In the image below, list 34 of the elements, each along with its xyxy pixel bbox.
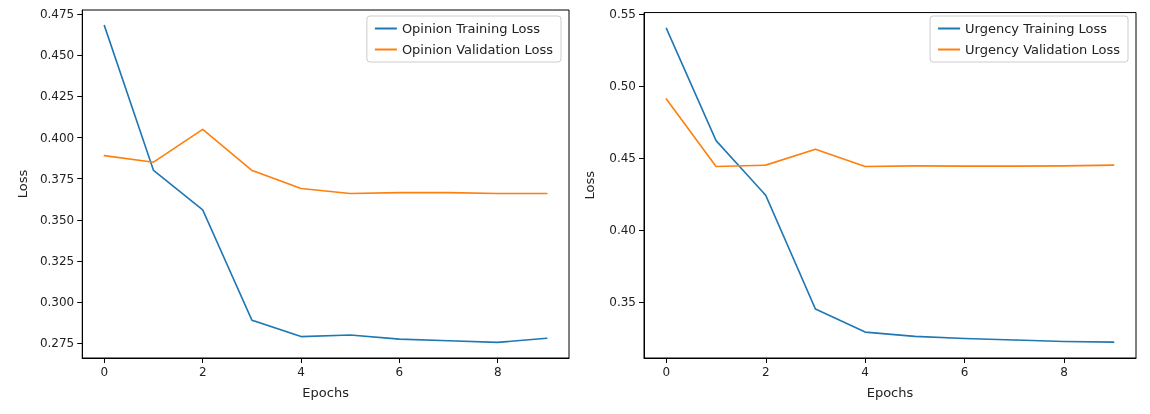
y-tick-label: 0.400 xyxy=(39,130,75,145)
x-tick-label: 0 xyxy=(662,365,671,379)
x-tick-label: 8 xyxy=(1060,365,1068,379)
y-tick-label: 0.35 xyxy=(609,294,636,309)
y-tick-label: 0.375 xyxy=(39,171,75,186)
y-tick-label: 0.350 xyxy=(39,212,75,227)
line-series xyxy=(665,98,1115,168)
legend-label: Urgency Validation Loss xyxy=(965,42,1121,57)
legend-label: Opinion Validation Loss xyxy=(401,42,554,57)
y-tick-label: 0.45 xyxy=(609,150,636,165)
x-axis-title: Epochs xyxy=(302,385,350,400)
y-tick-label: 0.275 xyxy=(39,336,75,351)
y-tick-label: 0.325 xyxy=(39,253,75,268)
x-tick-label: 6 xyxy=(960,365,969,379)
x-tick-label: 2 xyxy=(761,365,770,379)
x-tick-label: 8 xyxy=(493,365,502,379)
y-tick-label: 0.40 xyxy=(609,222,636,237)
y-axis-title: Loss xyxy=(15,169,30,199)
y-tick-label: 0.300 xyxy=(39,295,75,310)
x-tick-label: 2 xyxy=(198,365,207,379)
legend-label: Urgency Training Loss xyxy=(965,21,1108,36)
y-tick-label: 0.50 xyxy=(609,78,636,93)
x-tick-label: 4 xyxy=(861,365,869,379)
y-tick-label: 0.475 xyxy=(39,7,75,22)
y-tick-label: 0.450 xyxy=(39,48,75,63)
y-tick-label: 0.425 xyxy=(39,89,75,104)
legend-label: Opinion Training Loss xyxy=(401,21,541,36)
y-axis-title: Loss xyxy=(582,170,597,200)
x-tick-label: 4 xyxy=(297,365,305,379)
y-tick-label: 0.55 xyxy=(609,7,636,21)
line-series xyxy=(103,128,548,195)
x-axis-title: Epochs xyxy=(866,385,914,400)
x-tick-label: 6 xyxy=(395,365,404,379)
x-tick-label: 0 xyxy=(100,365,109,379)
